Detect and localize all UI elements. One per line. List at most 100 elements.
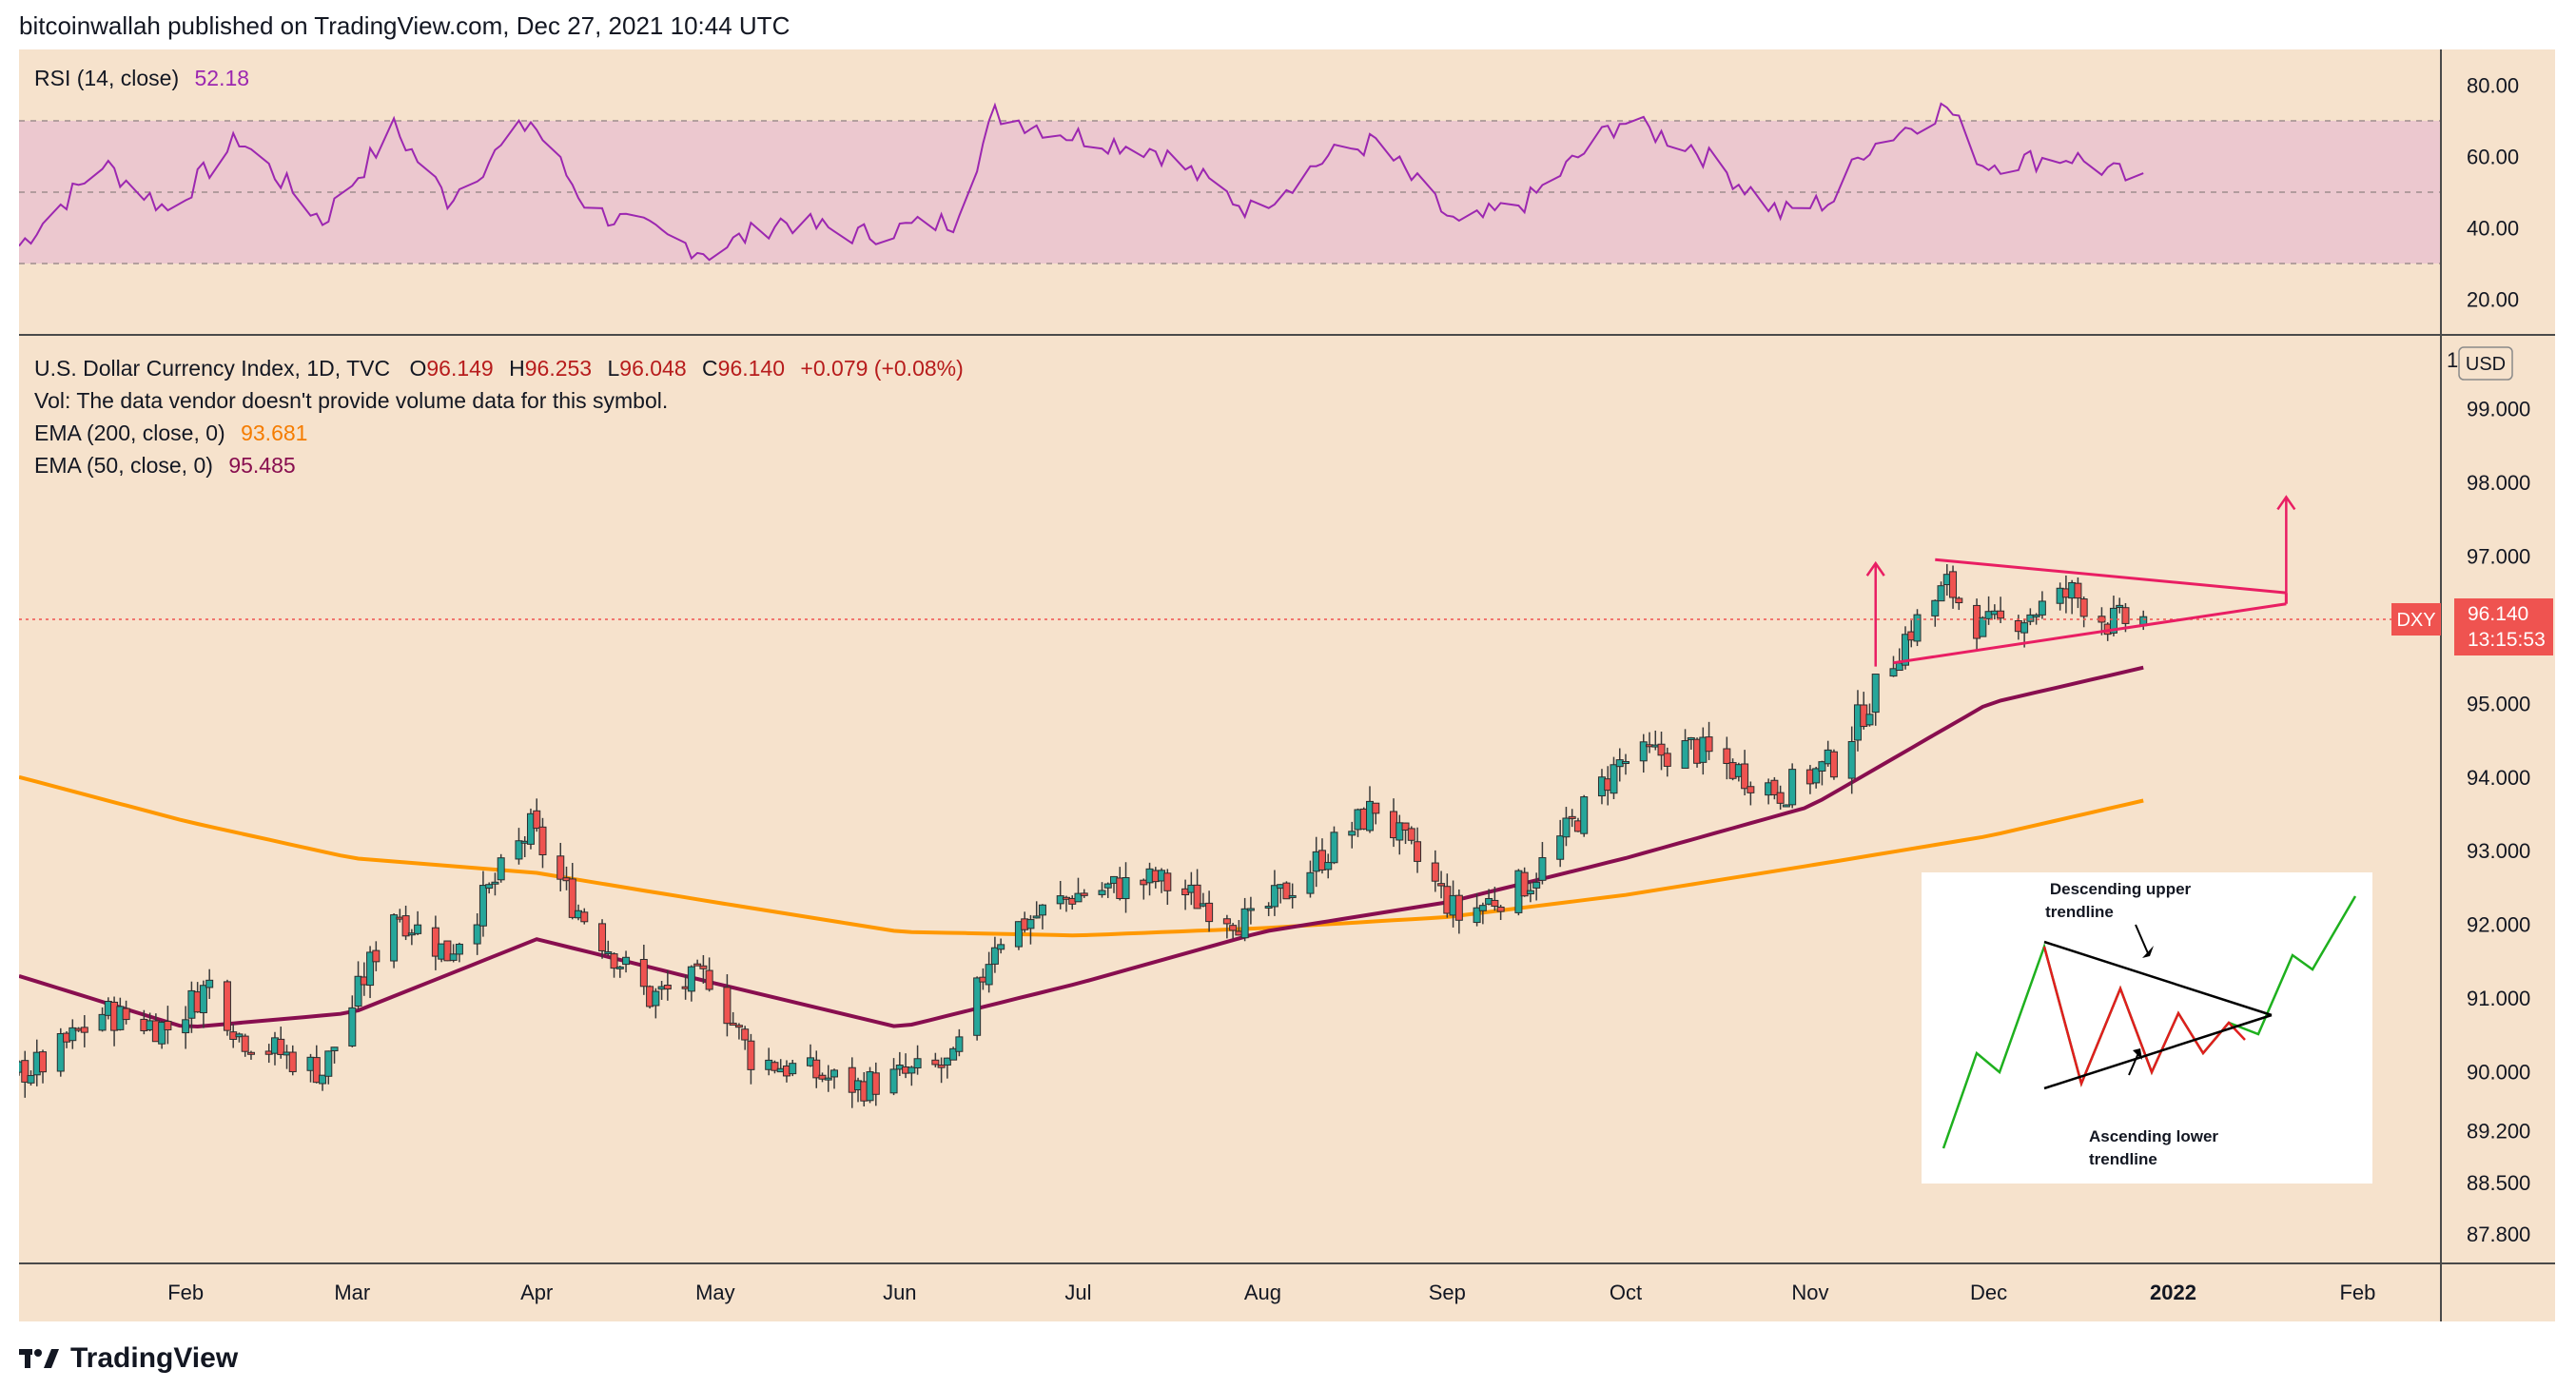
price-tick: 92.000 xyxy=(2467,913,2530,937)
candle xyxy=(931,1052,940,1067)
svg-text:DXY: DXY xyxy=(2396,610,2435,631)
candle xyxy=(538,817,547,869)
candle xyxy=(1038,904,1046,929)
chart-frame: RSI (14, close) 52.18 80.00 60.00 40.00 20.… xyxy=(15,49,2555,1321)
candle xyxy=(913,1045,922,1075)
candle xyxy=(2032,613,2040,625)
candle xyxy=(246,1050,255,1060)
price-tick: 95.000 xyxy=(2467,692,2530,715)
candle xyxy=(205,968,214,1000)
inset-background xyxy=(1922,872,2372,1184)
candle xyxy=(734,1023,743,1040)
candle xyxy=(580,908,589,925)
candle xyxy=(889,1058,898,1096)
candle xyxy=(1240,897,1249,942)
candle xyxy=(1264,902,1273,916)
footer[interactable]: TradingView xyxy=(19,1340,238,1378)
candle xyxy=(1181,879,1190,910)
candle xyxy=(1366,786,1375,833)
candle xyxy=(1705,721,1713,760)
candle xyxy=(723,974,732,1037)
candle xyxy=(907,1066,916,1086)
candle xyxy=(568,863,576,920)
main-legend-title: U.S. Dollar Currency Index, 1D, TVC O96.… xyxy=(34,356,964,381)
candle xyxy=(1520,867,1529,897)
candle xyxy=(699,954,708,984)
ema50-line xyxy=(18,665,2144,1029)
candle xyxy=(1955,597,1963,611)
candle xyxy=(1949,565,1958,609)
candle xyxy=(1222,914,1231,939)
price-axis: 99.000 98.000 97.000 95.000 94.000 93.000 92.0… xyxy=(2467,397,2530,1246)
candle xyxy=(1847,726,1856,794)
chart-svg[interactable]: RSI (14, close) 52.18 80.00 60.00 40.00 20.… xyxy=(15,49,2555,1321)
candle xyxy=(164,1006,172,1045)
candle xyxy=(1526,882,1534,903)
currency-badge[interactable]: USD xyxy=(2458,346,2513,381)
candle xyxy=(1491,887,1499,911)
rsi-tick: 80.00 xyxy=(2467,74,2519,98)
candle xyxy=(401,905,410,941)
candle xyxy=(443,940,452,962)
candle xyxy=(98,1007,107,1032)
candle xyxy=(1865,703,1874,727)
candle xyxy=(324,1050,333,1085)
candle xyxy=(1663,747,1671,777)
time-tick: Aug xyxy=(1244,1281,1281,1304)
candle xyxy=(1538,842,1547,885)
candle xyxy=(1246,896,1255,925)
candle xyxy=(1889,655,1898,677)
inset-down-legs xyxy=(2042,946,2246,1087)
candle xyxy=(1431,850,1439,892)
currency-label: USD xyxy=(2466,354,2506,375)
candle xyxy=(235,1032,244,1043)
volume-note: Vol: The data vendor doesn't provide vol… xyxy=(34,388,668,413)
price-tick: 89.200 xyxy=(2467,1120,2530,1144)
candle xyxy=(1871,674,1880,726)
candle xyxy=(330,1047,339,1064)
candle xyxy=(1401,822,1410,845)
candle xyxy=(1818,760,1826,786)
candle xyxy=(1372,802,1380,825)
time-tick: Mar xyxy=(334,1281,370,1304)
candle xyxy=(485,882,494,894)
inset-upper-trendline xyxy=(2043,940,2273,1017)
candle xyxy=(319,1074,327,1091)
candle xyxy=(1270,870,1278,916)
candle xyxy=(1556,819,1565,868)
candle xyxy=(1282,881,1291,900)
candle xyxy=(598,919,607,959)
candle xyxy=(478,871,487,937)
candle xyxy=(997,938,1005,954)
candle xyxy=(1032,901,1041,919)
candle xyxy=(455,942,463,963)
candle xyxy=(1562,807,1571,847)
price-tick: 91.000 xyxy=(2467,987,2530,1010)
price-tick: 99.000 xyxy=(2467,397,2530,421)
candle xyxy=(1229,923,1238,939)
candle xyxy=(1621,753,1630,775)
time-axis[interactable]: Feb Mar Apr May Jun Jul Aug Sep Oct Nov Dec 2022 Feb xyxy=(167,1281,2375,1304)
candle xyxy=(1478,902,1487,925)
candle xyxy=(1776,785,1785,810)
candle xyxy=(414,910,422,935)
candle xyxy=(354,961,362,1010)
candle xyxy=(652,988,660,1019)
candle xyxy=(765,1047,773,1076)
candle xyxy=(1913,609,1922,647)
candle xyxy=(937,1057,946,1084)
inset-upper-pointer-head xyxy=(2142,946,2154,958)
candle xyxy=(1014,921,1023,950)
candle xyxy=(1437,871,1446,899)
candle xyxy=(199,980,207,1028)
tradingview-logo-icon xyxy=(19,1349,59,1368)
candle xyxy=(610,951,618,978)
time-tick: Dec xyxy=(1970,1281,2007,1304)
candle xyxy=(241,1033,249,1057)
candle xyxy=(1026,914,1035,945)
candle xyxy=(1937,581,1945,602)
candle xyxy=(2038,591,2046,619)
price-tick: 87.800 xyxy=(2467,1223,2530,1246)
inset-lower-pointer-head xyxy=(2133,1048,2142,1060)
rsi-panel: RSI (14, close) 52.18 80.00 60.00 40.00 20.… xyxy=(18,66,2519,312)
